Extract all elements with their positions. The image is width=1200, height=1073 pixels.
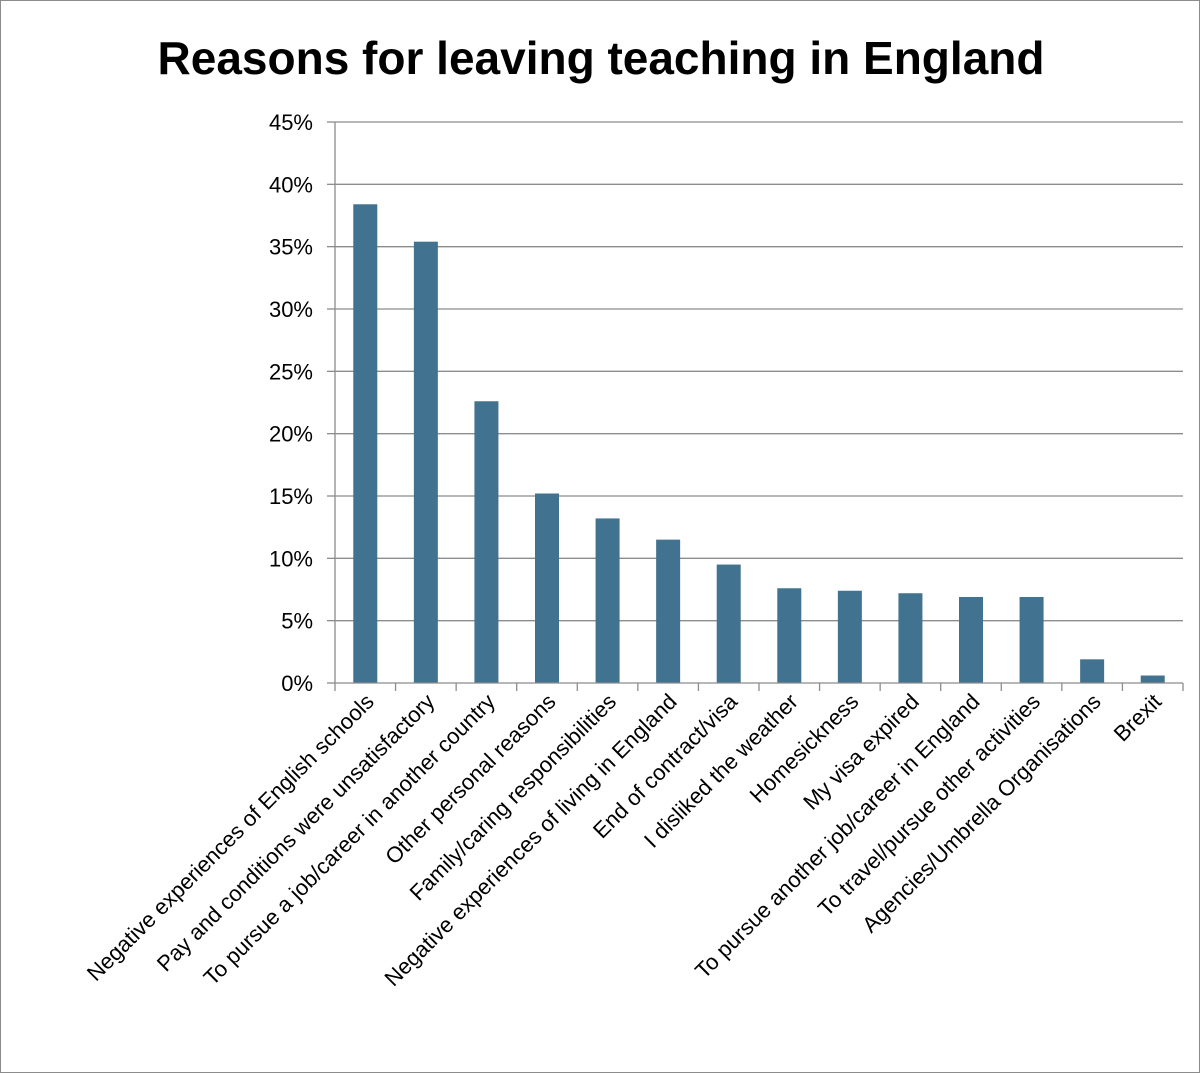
bar [898, 593, 923, 683]
chart-title: Reasons for leaving teaching in England [157, 32, 1045, 84]
y-tick-label: 0% [281, 671, 313, 696]
bar [959, 596, 983, 683]
gridlines [335, 121, 1183, 622]
bar [474, 401, 499, 683]
y-tick-label: 10% [269, 546, 313, 571]
bar [1019, 596, 1044, 683]
bar [535, 493, 559, 683]
y-tick-label: 5% [281, 609, 313, 634]
y-tick-label: 40% [269, 172, 313, 197]
bar [595, 518, 620, 683]
y-tick-label: 30% [269, 297, 313, 322]
y-tick-label: 25% [269, 359, 313, 384]
axes [327, 121, 1184, 691]
bar [716, 564, 741, 683]
bar [413, 241, 438, 683]
x-tick-label: To travel/pursue other activities [813, 689, 1045, 921]
bar [1080, 659, 1105, 683]
x-tick-label: Brexit [1109, 689, 1166, 746]
bar [1140, 675, 1165, 683]
y-tick-label: 15% [269, 484, 313, 509]
x-tick-labels: Negative experiences of English schoolsP… [82, 688, 1166, 991]
y-tick-labels: 0% 5% 10% 15% 20% 25% 30% 35% 40% 45% [269, 110, 313, 696]
x-tick-label: Pay and conditions were unsatisfactory [152, 689, 439, 976]
y-tick-label: 45% [269, 110, 313, 135]
bar [777, 588, 802, 683]
bars [353, 204, 1165, 683]
y-tick-label: 35% [269, 235, 313, 260]
bar [837, 590, 862, 683]
bar [353, 204, 378, 683]
bar [656, 539, 681, 683]
y-tick-label: 20% [269, 422, 313, 447]
